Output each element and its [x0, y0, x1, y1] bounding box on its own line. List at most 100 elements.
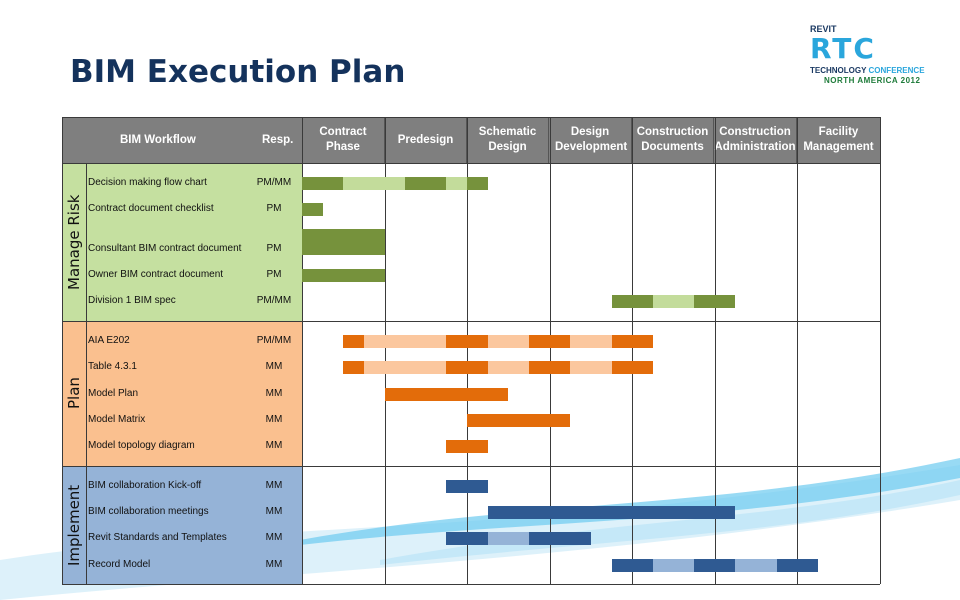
logo-north-america: NORTH AMERICA 2012 [824, 76, 921, 85]
grid-hline [62, 163, 880, 164]
gantt-bar-light [343, 177, 406, 190]
gantt-bar-dark [529, 532, 591, 545]
task-label: Owner BIM contract document [88, 269, 224, 280]
header-workflow: BIM Workflow [120, 133, 196, 146]
task-label: Consultant BIM contract document [88, 243, 242, 254]
task-resp: MM [265, 388, 283, 399]
gantt-bar-dark [529, 361, 571, 374]
task-resp: MM [265, 480, 283, 491]
gantt-bar-dark [611, 361, 653, 374]
header-phase-2-label: Schematic Design [478, 126, 537, 153]
section-manage-risk-bg [62, 163, 302, 321]
header-phase-5-label: Construction Administration [714, 126, 796, 153]
task-label: Division 1 BIM spec [88, 295, 176, 306]
task-label: Decision making flow chart [88, 177, 207, 188]
task-resp: MM [265, 414, 283, 425]
gantt-bar-dark [694, 559, 736, 572]
task-resp: MM [265, 559, 283, 570]
task-label: Record Model [88, 559, 151, 570]
logo-rtc: RTC [810, 32, 876, 65]
gantt-bar-dark [405, 177, 447, 190]
grid-vline [797, 117, 798, 584]
task-resp: PM [266, 269, 282, 280]
header-phase-6-label: Facility Management [803, 126, 874, 153]
gantt-bar-light [446, 177, 468, 190]
gantt-bar-dark [343, 361, 364, 374]
gantt-bar-dark [446, 361, 488, 374]
section-label-implement: Implement [65, 484, 83, 566]
header-workflow-cell: BIM Workflow Resp. [62, 117, 302, 163]
grid-hline [62, 321, 880, 322]
grid-hline [62, 466, 880, 467]
task-label: Model Matrix [88, 414, 146, 425]
grid-vline [880, 117, 881, 584]
header-phase-3-label: Design Development [555, 126, 628, 153]
gantt-bar-dark [694, 295, 736, 308]
gantt-bar-light [487, 361, 530, 374]
gantt-bar-light [487, 335, 530, 348]
gantt-bar-light [652, 559, 695, 572]
header-resp: Resp. [262, 133, 294, 146]
gantt-bar-dark [446, 480, 488, 493]
header-phase-3: Design Development [549, 117, 632, 163]
header-phase-1: Predesign [385, 117, 467, 163]
task-resp: MM [265, 440, 283, 451]
task-label: Contract document checklist [88, 203, 214, 214]
logo-conference-text: CONFERENCE [868, 66, 925, 75]
gantt-chart: BIM Workflow Resp. Contract Phase Predes… [62, 117, 881, 585]
task-resp: PM [266, 243, 282, 254]
rtc-logo: REVIT RTC TECHNOLOGY CONFERENCE NORTH AM… [806, 24, 946, 94]
task-label: BIM collaboration meetings [88, 506, 209, 517]
header-phase-2: Schematic Design [467, 117, 549, 163]
header-phase-0: Contract Phase [302, 117, 385, 163]
task-label: Model topology diagram [88, 440, 195, 451]
gantt-bar-dark [302, 229, 385, 255]
task-label: Revit Standards and Templates [88, 532, 227, 543]
task-label: Model Plan [88, 388, 139, 399]
gantt-bar-light [570, 335, 612, 348]
header-phase-6: Facility Management [797, 117, 880, 163]
grid-vline [467, 117, 468, 584]
header-phase-5: Construction Administration [714, 117, 797, 163]
task-resp: MM [265, 532, 283, 543]
page-title: BIM Execution Plan [70, 54, 406, 90]
grid-vline [715, 117, 716, 584]
gantt-bar-dark [529, 335, 571, 348]
gantt-bar-dark [446, 440, 488, 453]
grid-hline [62, 584, 880, 585]
header-phase-4: Construction Documents [632, 117, 714, 163]
section-implement-bg [62, 466, 302, 584]
gantt-bar-dark [302, 203, 323, 216]
gantt-bar-light [363, 335, 447, 348]
logo-technology: TECHNOLOGY CONFERENCE [810, 66, 925, 75]
grid-vline [62, 117, 63, 584]
gantt-bar-dark [487, 506, 736, 519]
gantt-bar-dark [611, 295, 653, 308]
grid-vline [632, 117, 633, 584]
gantt-bar-dark [467, 414, 571, 427]
task-label: Table 4.3.1 [88, 361, 137, 372]
logo-revit: REVIT [810, 24, 837, 34]
task-resp: MM [265, 506, 283, 517]
gantt-bar-dark [302, 177, 344, 190]
task-label: AIA E202 [88, 335, 130, 346]
grid-vline [385, 117, 386, 584]
section-label-manage-risk: Manage Risk [65, 194, 83, 290]
gantt-bar-dark [611, 335, 653, 348]
logo-technology-text: TECHNOLOGY [810, 66, 869, 75]
gantt-bar-dark [302, 269, 385, 282]
grid-hline [62, 117, 880, 118]
header-phase-4-label: Construction Documents [636, 126, 709, 153]
gantt-bar-dark [446, 335, 488, 348]
section-plan-bg [62, 321, 302, 466]
gantt-bar-dark [776, 559, 819, 572]
gantt-bar-light [363, 361, 447, 374]
task-resp: PM/MM [256, 295, 292, 306]
gantt-bar-dark [467, 177, 488, 190]
task-label: BIM collaboration Kick-off [88, 480, 202, 491]
gantt-bar-dark [343, 335, 364, 348]
task-resp: PM/MM [256, 177, 292, 188]
gantt-bar-light [735, 559, 777, 572]
gantt-bar-dark [611, 559, 653, 572]
task-resp: MM [265, 361, 283, 372]
